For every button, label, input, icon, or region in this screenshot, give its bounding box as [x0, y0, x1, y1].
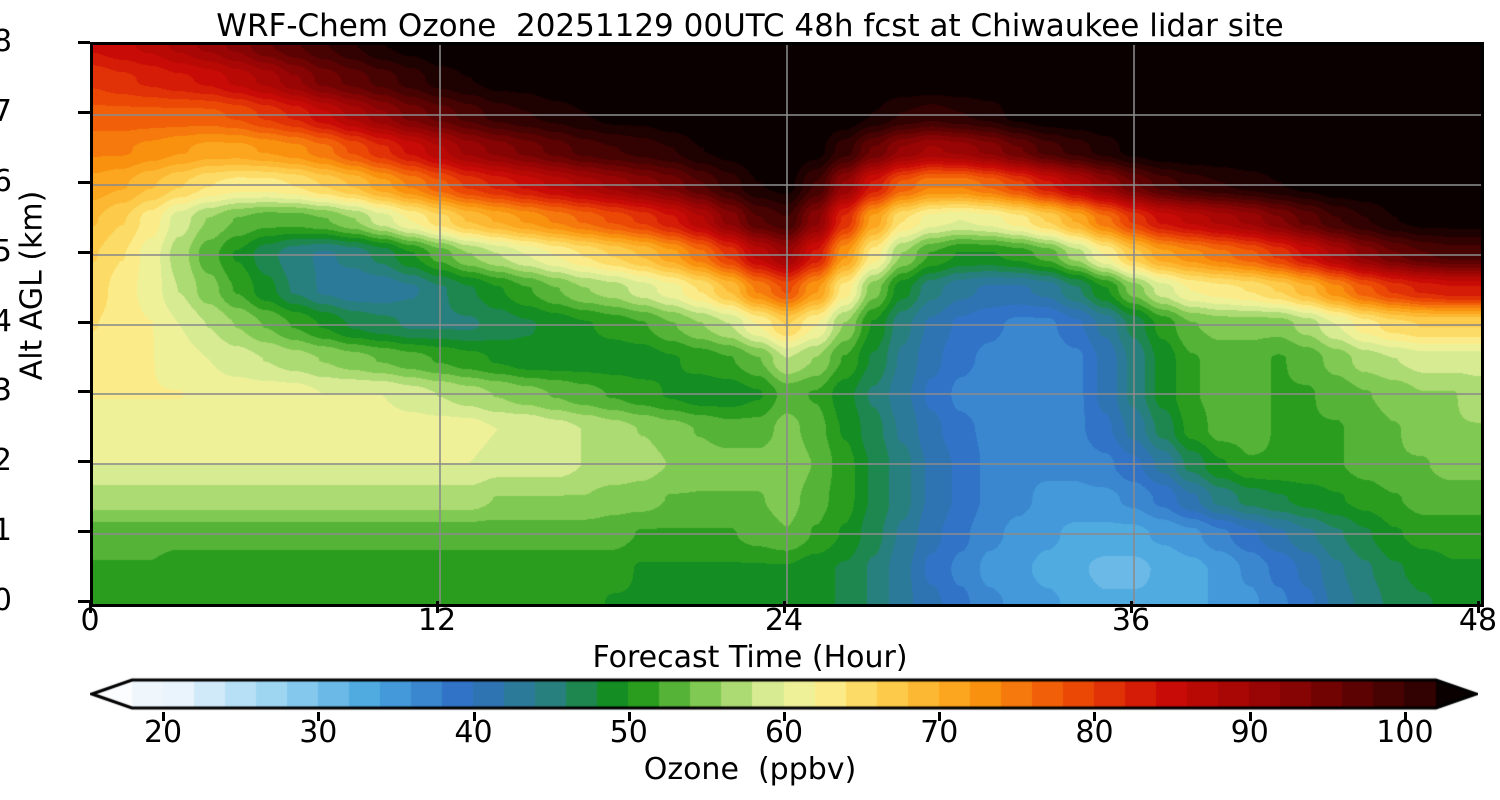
colorbar-tick-mark: [162, 712, 166, 721]
page-title: WRF-Chem Ozone 20251129 00UTC 48h fcst a…: [216, 8, 1284, 44]
colorbar-tick-label: 100: [1376, 715, 1434, 750]
colorbar-tick-mark: [783, 712, 786, 721]
y-tick-label: 0: [0, 583, 12, 618]
colorbar-tick-mark: [938, 712, 942, 721]
colorbar-tick-mark: [472, 712, 476, 721]
x-tick-mark: [1477, 601, 1480, 613]
colorbar-tick-mark: [317, 712, 321, 721]
y-tick-mark: [78, 530, 90, 534]
colorbar-tick-mark: [627, 712, 631, 721]
y-tick-label: 8: [0, 24, 12, 59]
y-tick-mark: [78, 390, 90, 394]
x-axis-label: Forecast Time (Hour): [592, 640, 908, 675]
x-tick-mark: [783, 601, 786, 613]
colorbar-title: Ozone (ppbv): [643, 752, 857, 787]
x-tick-label: 0: [80, 603, 100, 638]
colorbar-tick-label: 30: [299, 715, 338, 750]
ozone-contour-field: [93, 45, 1481, 604]
y-tick-label: 4: [0, 303, 12, 339]
colorbar-tick-label: 60: [764, 715, 804, 750]
plot-area: [90, 42, 1484, 607]
y-tick-mark: [78, 320, 90, 324]
y-tick-mark: [78, 41, 90, 44]
y-tick-mark: [78, 110, 90, 114]
y-tick-label: 5: [0, 233, 12, 269]
colorbar-tick-label: 50: [609, 715, 648, 750]
y-tick-label: 1: [0, 513, 12, 549]
colorbar-gradient: [90, 676, 1478, 712]
y-axis-label: Alt AGL (km): [14, 190, 50, 381]
colorbar-tick-label: 20: [143, 715, 183, 750]
y-tick-mark: [78, 250, 90, 254]
colorbar: [90, 676, 1478, 712]
y-tick-label: 6: [0, 163, 12, 199]
y-tick-mark: [78, 600, 90, 603]
x-tick-label: 12: [417, 603, 457, 638]
y-tick-label: 3: [0, 373, 12, 409]
x-tick-mark: [436, 601, 439, 613]
colorbar-tick-mark: [1093, 712, 1097, 721]
colorbar-tick-mark: [1248, 712, 1252, 721]
y-tick-mark: [78, 180, 90, 184]
y-tick-label: 7: [0, 93, 12, 129]
x-tick-mark: [1130, 601, 1133, 613]
x-tick-label: 36: [1111, 603, 1151, 638]
colorbar-tick-label: 40: [454, 715, 493, 750]
colorbar-tick-label: 80: [1075, 715, 1114, 750]
y-tick-mark: [78, 460, 90, 464]
y-tick-label: 2: [0, 443, 12, 479]
colorbar-tick-label: 70: [920, 715, 959, 750]
colorbar-tick-mark: [1403, 712, 1407, 721]
x-tick-mark: [89, 601, 92, 613]
x-tick-label: 24: [764, 603, 804, 638]
x-tick-label: 48: [1458, 603, 1498, 638]
colorbar-tick-label: 90: [1230, 715, 1269, 750]
